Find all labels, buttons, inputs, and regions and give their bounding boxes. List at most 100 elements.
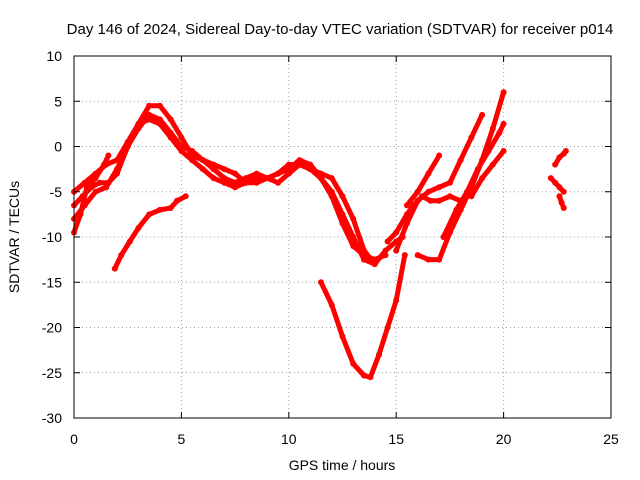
- data-point: [414, 188, 421, 195]
- data-point: [360, 372, 367, 379]
- y-tick-label: 0: [54, 139, 62, 155]
- data-point: [556, 154, 563, 161]
- data-point: [135, 224, 142, 231]
- data-point: [360, 252, 367, 259]
- data-point: [167, 116, 174, 123]
- data-point: [401, 252, 408, 259]
- data-point: [96, 179, 103, 186]
- data-point: [367, 374, 374, 381]
- data-point: [425, 256, 432, 263]
- data-point: [558, 199, 565, 206]
- data-point: [468, 134, 475, 141]
- data-point: [210, 166, 217, 173]
- data-point: [479, 175, 486, 182]
- data-point: [92, 170, 99, 177]
- data-point: [307, 161, 314, 168]
- x-tick-label: 15: [388, 431, 404, 447]
- x-tick-label: 10: [281, 431, 297, 447]
- x-tick-label: 20: [496, 431, 512, 447]
- data-point: [464, 188, 471, 195]
- data-point: [135, 120, 142, 127]
- data-point: [547, 175, 554, 182]
- data-point: [371, 256, 378, 263]
- data-point: [178, 148, 185, 155]
- data-point: [296, 157, 303, 164]
- data-point: [126, 238, 133, 245]
- data-point: [174, 197, 181, 204]
- y-tick-label: 10: [46, 48, 62, 64]
- data-point: [113, 157, 120, 164]
- data-point: [199, 157, 206, 164]
- data-point: [425, 188, 432, 195]
- series-line: [112, 193, 189, 272]
- data-point: [81, 202, 88, 209]
- data-point: [275, 179, 282, 186]
- data-point: [156, 102, 163, 109]
- data-point: [414, 197, 421, 204]
- series-line: [468, 148, 507, 199]
- data-point: [167, 134, 174, 141]
- data-point: [92, 188, 99, 195]
- data-point: [79, 193, 86, 200]
- x-tick-label: 0: [70, 431, 78, 447]
- data-point: [232, 170, 239, 177]
- data-point: [156, 206, 163, 213]
- data-point: [427, 197, 434, 204]
- data-point: [382, 252, 389, 259]
- y-tick-label: -15: [42, 274, 62, 290]
- x-tick-label: 25: [603, 431, 619, 447]
- data-point: [403, 202, 410, 209]
- y-tick-label: 5: [54, 93, 62, 109]
- data-point: [124, 138, 131, 145]
- data-point: [146, 211, 153, 218]
- series-arc-13: [552, 148, 569, 168]
- data-point: [414, 252, 421, 259]
- data-point: [339, 333, 346, 340]
- series-arc-9: [393, 111, 486, 254]
- data-point: [113, 166, 120, 173]
- data-point: [500, 120, 507, 127]
- data-point: [146, 102, 153, 109]
- data-point: [393, 297, 400, 304]
- y-tick-label: -10: [42, 229, 62, 245]
- data-point: [111, 265, 118, 272]
- data-point: [500, 148, 507, 155]
- data-point: [146, 116, 153, 123]
- y-tick-label: -20: [42, 320, 62, 336]
- data-point: [178, 134, 185, 141]
- data-point: [500, 89, 507, 96]
- data-point: [552, 161, 559, 168]
- data-point: [376, 351, 383, 358]
- data-point: [328, 193, 335, 200]
- data-point: [339, 220, 346, 227]
- data-point: [242, 179, 249, 186]
- data-point: [350, 243, 357, 250]
- data-point: [182, 193, 189, 200]
- data-point: [275, 170, 282, 177]
- series-arc-3: [71, 111, 378, 268]
- y-tick-label: -25: [42, 365, 62, 381]
- data-point: [118, 252, 125, 259]
- series-arc-15: [556, 193, 567, 212]
- data-point: [489, 161, 496, 168]
- data-point: [384, 324, 391, 331]
- data-point: [393, 247, 400, 254]
- data-point: [350, 215, 357, 222]
- data-point: [221, 166, 228, 173]
- data-point: [468, 193, 475, 200]
- data-point: [479, 111, 486, 118]
- data-point: [382, 247, 389, 254]
- data-point: [210, 175, 217, 182]
- data-point: [318, 279, 325, 286]
- data-point: [167, 205, 174, 212]
- data-point: [560, 188, 567, 195]
- data-point: [105, 152, 112, 159]
- data-point: [350, 360, 357, 367]
- data-point: [156, 120, 163, 127]
- data-point: [393, 229, 400, 236]
- data-point: [556, 184, 563, 191]
- data-point: [328, 175, 335, 182]
- series-arc-12: [468, 148, 507, 200]
- series-arc-11: [440, 120, 507, 240]
